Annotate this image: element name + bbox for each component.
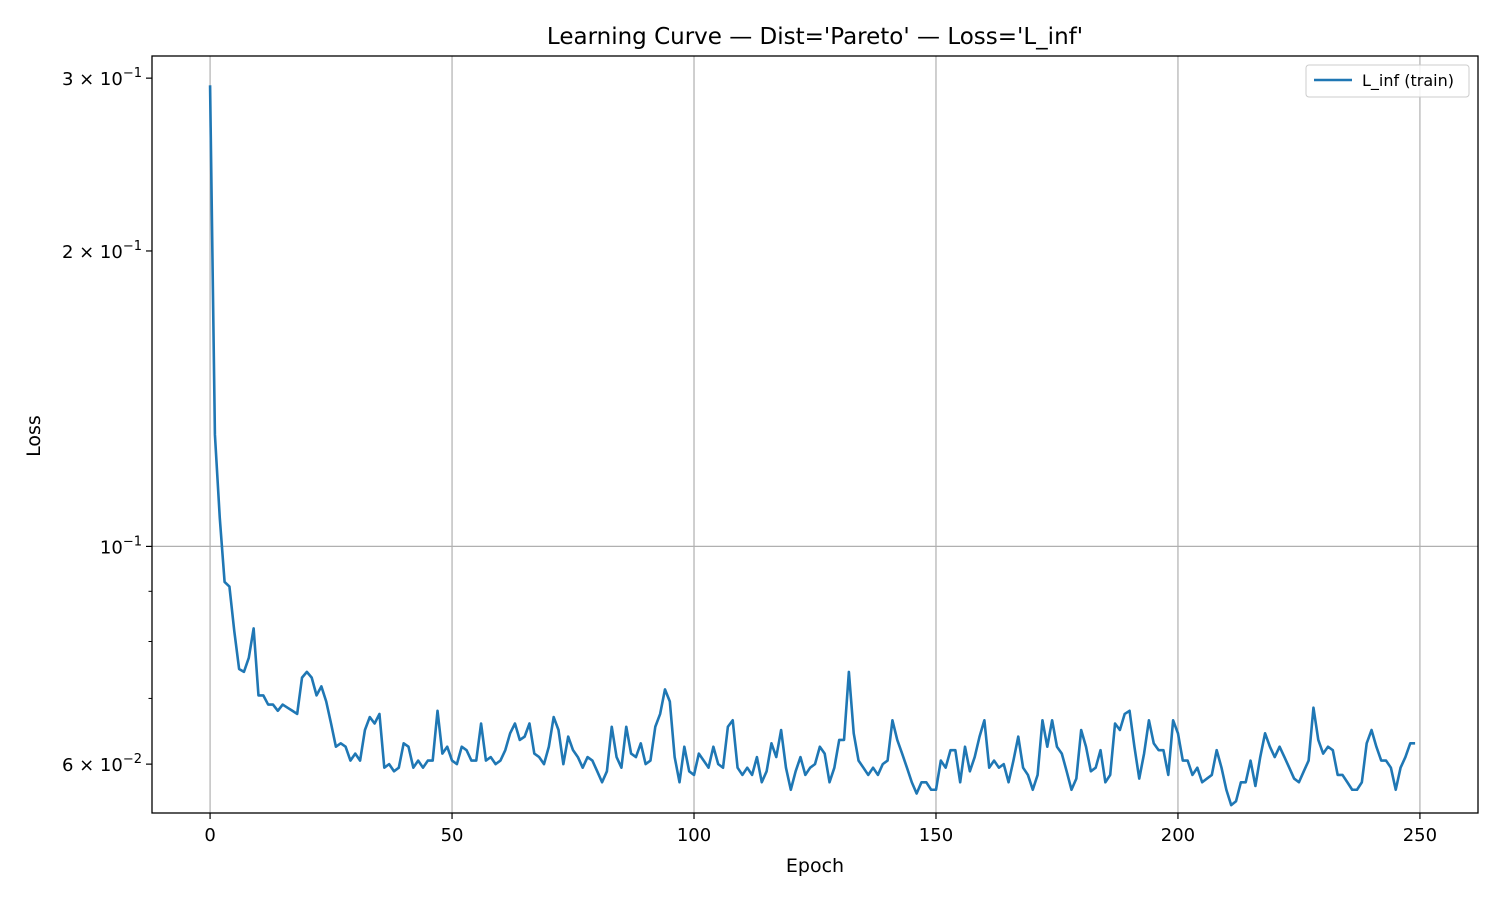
legend-box bbox=[1305, 64, 1470, 98]
x-tick-label: 100 bbox=[677, 825, 711, 846]
x-tick-label: 150 bbox=[919, 825, 953, 846]
series-layer bbox=[208, 85, 1416, 807]
y-axis-title: Loss bbox=[23, 415, 45, 457]
x-axis-ticks: 0 50 100 150 200 250 bbox=[204, 813, 1437, 846]
legend: L_inf (train) bbox=[1305, 64, 1470, 98]
grid-lines bbox=[152, 56, 1478, 813]
x-tick-label: 0 bbox=[204, 825, 215, 846]
y-tick-label: 10−1 bbox=[100, 534, 142, 558]
x-axis-title: Epoch bbox=[786, 855, 844, 877]
y-axis-ticks: 10−1 2 × 10−1 3 × 10−1 6 × 10−2 bbox=[62, 66, 152, 776]
x-tick-label: 250 bbox=[1403, 825, 1437, 846]
x-tick-label: 200 bbox=[1161, 825, 1195, 846]
y-tick-label: 6 × 10−2 bbox=[62, 752, 142, 776]
chart-title: Learning Curve — Dist='Pareto' — Loss='L… bbox=[547, 24, 1083, 50]
legend-label: L_inf (train) bbox=[1362, 71, 1454, 91]
plot-frame bbox=[151, 55, 1479, 814]
y-tick-label: 2 × 10−1 bbox=[62, 239, 142, 263]
y-tick-label: 3 × 10−1 bbox=[62, 66, 142, 90]
x-tick-label: 50 bbox=[441, 825, 464, 846]
series-line-0 bbox=[208, 85, 1416, 807]
